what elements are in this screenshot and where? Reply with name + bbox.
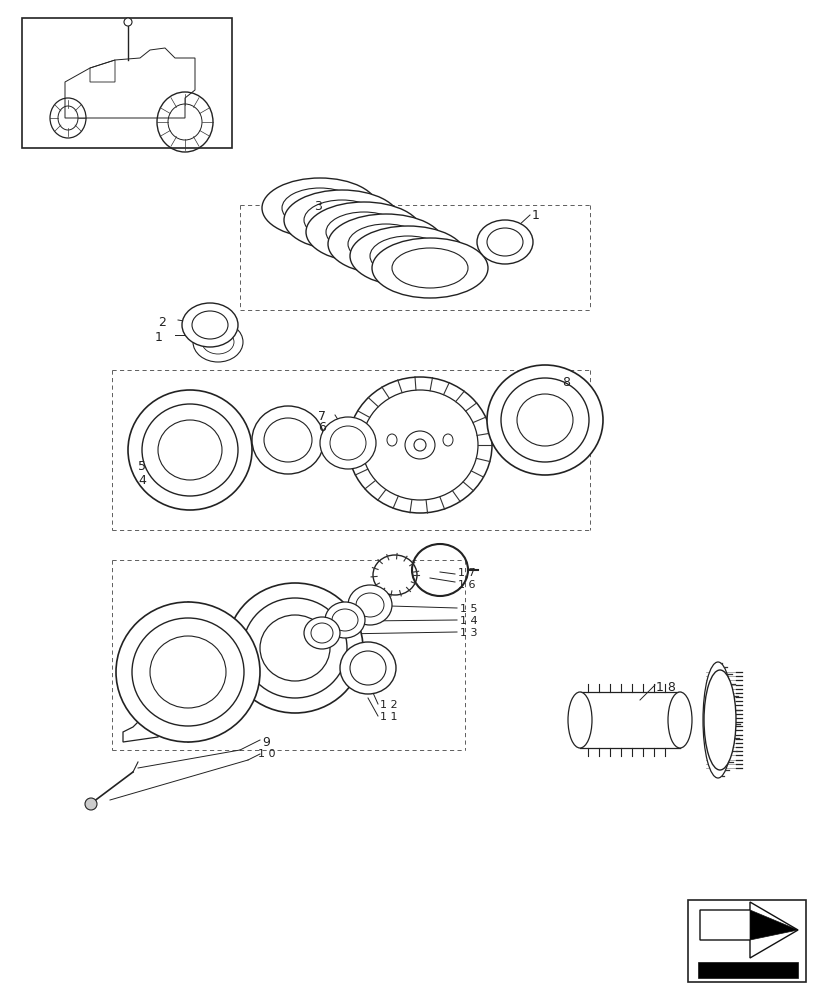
Ellipse shape [667, 692, 691, 748]
Ellipse shape [131, 618, 244, 726]
Ellipse shape [347, 224, 423, 264]
Text: 1 0: 1 0 [258, 749, 275, 759]
Ellipse shape [251, 406, 323, 474]
Ellipse shape [702, 662, 732, 778]
Ellipse shape [325, 620, 341, 635]
Ellipse shape [141, 404, 237, 496]
Text: 1 1: 1 1 [380, 712, 397, 722]
Ellipse shape [249, 620, 265, 635]
Ellipse shape [703, 670, 735, 770]
Ellipse shape [158, 420, 222, 480]
Ellipse shape [356, 593, 384, 617]
Text: 1 2: 1 2 [380, 700, 397, 710]
Text: 5: 5 [138, 460, 146, 473]
Ellipse shape [516, 394, 572, 446]
Text: 3: 3 [313, 200, 322, 213]
Ellipse shape [304, 617, 340, 649]
Ellipse shape [311, 623, 332, 643]
Ellipse shape [306, 202, 422, 262]
Ellipse shape [116, 602, 260, 742]
Ellipse shape [500, 378, 588, 462]
Ellipse shape [340, 642, 395, 694]
Text: 1 3: 1 3 [460, 628, 477, 638]
Ellipse shape [371, 238, 487, 298]
Text: 1 5: 1 5 [460, 604, 477, 614]
Text: 2: 2 [158, 316, 165, 329]
Ellipse shape [332, 609, 357, 631]
Ellipse shape [287, 599, 303, 614]
Ellipse shape [124, 18, 131, 26]
Text: 6: 6 [318, 421, 326, 434]
Text: 1 6: 1 6 [457, 580, 475, 590]
Ellipse shape [386, 434, 396, 446]
Text: 7: 7 [318, 410, 326, 423]
Text: 8: 8 [562, 376, 569, 389]
Text: 1: 1 [155, 331, 163, 344]
Ellipse shape [308, 604, 325, 619]
Ellipse shape [85, 798, 97, 810]
Bar [22, 18, 232, 148]
Ellipse shape [193, 322, 242, 362]
Ellipse shape [372, 555, 417, 595]
Ellipse shape [265, 677, 280, 692]
Ellipse shape [347, 585, 391, 625]
Ellipse shape [202, 330, 234, 354]
Ellipse shape [404, 431, 434, 459]
Ellipse shape [284, 437, 290, 443]
Text: 1 7: 1 7 [457, 568, 475, 578]
Ellipse shape [347, 377, 491, 513]
Polygon shape [749, 910, 797, 940]
Ellipse shape [370, 236, 446, 276]
Ellipse shape [192, 311, 227, 339]
Polygon shape [697, 962, 797, 978]
Text: 4: 4 [138, 474, 146, 487]
Text: 9: 9 [261, 736, 270, 749]
Ellipse shape [150, 636, 226, 708]
Ellipse shape [331, 641, 347, 656]
Ellipse shape [242, 641, 259, 656]
Ellipse shape [128, 390, 251, 510]
Text: 1: 1 [532, 209, 539, 222]
Ellipse shape [282, 188, 357, 228]
Ellipse shape [304, 200, 380, 240]
Ellipse shape [414, 439, 425, 451]
Ellipse shape [182, 303, 237, 347]
Ellipse shape [326, 212, 402, 252]
Ellipse shape [265, 604, 280, 619]
Ellipse shape [284, 190, 399, 250]
Ellipse shape [486, 228, 523, 256]
Ellipse shape [330, 426, 366, 460]
Ellipse shape [261, 178, 378, 238]
Ellipse shape [325, 661, 341, 676]
Ellipse shape [325, 602, 365, 638]
Ellipse shape [308, 677, 325, 692]
Ellipse shape [327, 214, 443, 274]
Bar [687, 900, 805, 982]
Ellipse shape [486, 365, 602, 475]
Ellipse shape [350, 651, 385, 685]
Polygon shape [123, 702, 163, 742]
Ellipse shape [264, 418, 312, 462]
Ellipse shape [442, 434, 452, 446]
Ellipse shape [260, 615, 330, 681]
Text: 1 8: 1 8 [655, 681, 675, 694]
Ellipse shape [249, 661, 265, 676]
Ellipse shape [242, 598, 347, 698]
Ellipse shape [391, 248, 467, 288]
Ellipse shape [319, 417, 375, 469]
Ellipse shape [476, 220, 533, 264]
Ellipse shape [350, 226, 466, 286]
Ellipse shape [287, 682, 303, 697]
Ellipse shape [567, 692, 591, 748]
Ellipse shape [361, 390, 477, 500]
Polygon shape [699, 902, 797, 958]
Text: 1 4: 1 4 [460, 616, 477, 626]
Ellipse shape [227, 583, 362, 713]
